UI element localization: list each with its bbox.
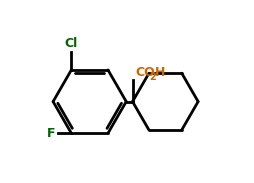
Text: Cl: Cl [65,37,78,50]
Text: F: F [47,127,55,140]
Text: CO: CO [135,66,154,79]
Text: H: H [155,66,165,79]
Text: 2: 2 [148,72,155,82]
